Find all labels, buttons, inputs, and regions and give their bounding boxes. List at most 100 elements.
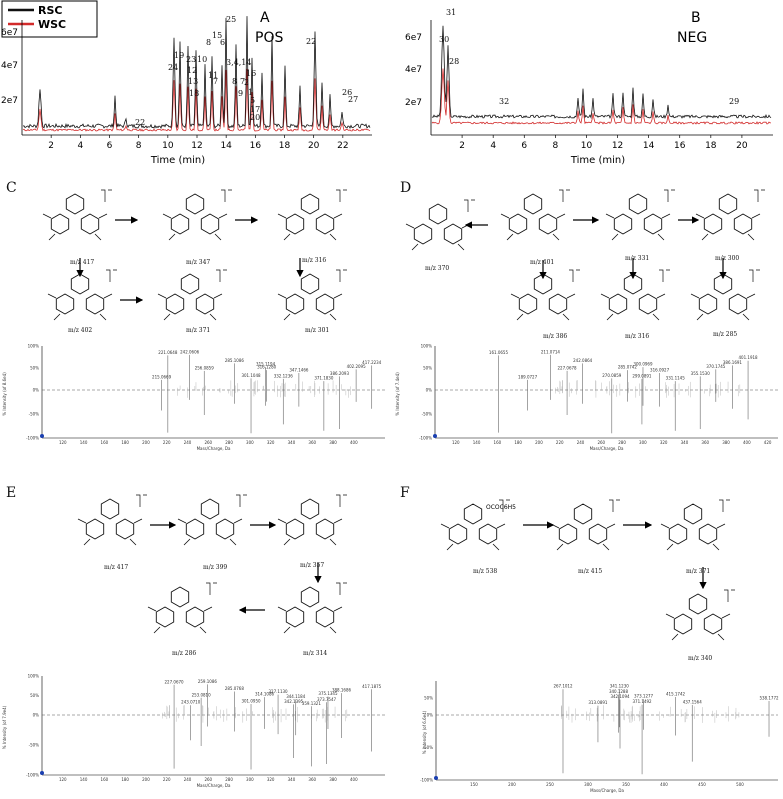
spec-peak-label: 375.1345 (318, 691, 338, 696)
xtick-b-xticks-12: 12 (612, 141, 623, 151)
spec-xtick: 180 (514, 440, 522, 445)
spec-peak-label: 371.1830 (314, 376, 334, 381)
spec-xtick: 200 (142, 777, 150, 782)
xtick-a-xticks-18: 18 (279, 141, 291, 151)
fragmentation-scheme-f: OCOC6H5 m/z 538 m/z 415 m/z 371 m/z 340 (440, 499, 735, 662)
peak-label-b-4: 29 (729, 97, 739, 106)
ion-d-331: m/z 331 (625, 255, 649, 262)
peak-label-a-9: 11 (208, 71, 218, 80)
spec-xtick: 140 (80, 440, 88, 445)
xtick-a-xticks-16: 16 (250, 141, 262, 151)
spec-peak-label: 342.1395 (284, 699, 304, 704)
trace-rsc-neg (431, 25, 772, 120)
peak-label-a-3: 23 (186, 55, 196, 64)
mode-pos: POS (255, 30, 283, 46)
x-label-a: Time (min) (150, 155, 205, 166)
peak-label-a-12: 6 (220, 38, 225, 47)
spec-ytick: 0% (33, 388, 40, 393)
peak-label-a-15: 8 (232, 77, 237, 86)
peak-label-a-5: 13 (188, 77, 198, 86)
spec-ytick: 50% (30, 366, 39, 371)
xtick-b-xticks-18: 18 (705, 141, 717, 151)
x-axis-a: 2 4 6 8 10 12 14 16 18 20 22 (48, 135, 349, 151)
spec-xtick: 260 (597, 440, 605, 445)
spec-ytick: -50% (29, 412, 40, 417)
peak-label-a-18: 16 (246, 69, 256, 78)
spec-ytick: -50% (422, 412, 433, 417)
xtick-a-xticks-4: 4 (77, 141, 83, 151)
spec-peak-label: 300.0969 (633, 362, 653, 367)
spec-xaxis-label: Mass/Charge, Da (590, 446, 624, 451)
spec-ytick: -100% (419, 436, 432, 441)
peak-label-b-3: 32 (499, 97, 509, 106)
trace-rsc-pos (22, 16, 371, 129)
spec-peak-label: 373.1277 (634, 694, 654, 699)
spec-xtick: 380 (329, 777, 337, 782)
spec-peak-label: 415.1742 (666, 692, 686, 697)
xtick-a-xticks-8: 8 (136, 141, 142, 151)
spec-peak-label: 344.1184 (286, 694, 306, 699)
spec-xtick: 340 (288, 440, 296, 445)
ion-c-371: m/z 371 (186, 327, 210, 334)
spec-peak-label: 355.1530 (691, 371, 711, 376)
peak-label-a-14: 3,4,14 (226, 58, 251, 67)
xtick-a-xticks-20: 20 (308, 141, 320, 151)
legend-rsc: RSC (38, 4, 62, 17)
spec-xtick: 260 (204, 777, 212, 782)
ion-f-371: m/z 371 (686, 568, 710, 575)
spec-peak-label: 417.1875 (362, 684, 382, 689)
spec-xtick: 240 (184, 440, 192, 445)
trace-wsc-neg (431, 68, 772, 125)
ytick-a-6e7: 6e7 (1, 28, 18, 38)
spec-ytick: 0% (427, 713, 434, 718)
chromatogram-neg: B NEG 6e7 4e7 2e7 2 4 6 8 10 12 14 16 18 20 Time … (405, 8, 773, 166)
spec-ytick: -100% (26, 773, 39, 778)
spec-yaxis-label: % Intensity (of 6.6e4) (422, 710, 427, 754)
spec-ytick: 50% (30, 693, 39, 698)
spec-xtick: 140 (473, 440, 481, 445)
spec-xtick: 320 (660, 440, 668, 445)
xtick-b-xticks-2: 2 (459, 141, 465, 151)
spec-peak-label: 221.0648 (158, 350, 178, 355)
peak-label-a-10: 7 (213, 77, 218, 86)
panel-letter-e: E (6, 485, 17, 501)
ms-spectrum-c: 100% 50% 0% -50% -100% 120 140 160 180 200 220 240 2… (2, 344, 385, 451)
spec-peak-label: 316.1280 (257, 365, 277, 370)
spec-xtick: 500 (736, 782, 744, 787)
ion-e-314: m/z 314 (303, 650, 327, 657)
ytick-b-4e7: 4e7 (405, 65, 422, 75)
spec-xtick: 300 (639, 440, 647, 445)
spec-peak-label: 189.0727 (518, 374, 538, 379)
panel-letter-f: F (400, 485, 410, 501)
spec-peak-label: 314.1086 (255, 692, 275, 697)
spec-peak-label: 341.1230 (610, 683, 630, 688)
spec-peak-label: 386.1691 (723, 360, 743, 365)
peak-label-a-1: 24 (168, 63, 178, 72)
ion-e-417: m/z 417 (104, 564, 128, 571)
origin-dot (40, 434, 44, 438)
spec-xtick: 240 (577, 440, 585, 445)
spec-peak-label: 285.0742 (618, 365, 638, 370)
ms-spectrum-d: 100% 50% 0% -50% -100% 120 140 160 180 200 220 240 2… (395, 344, 778, 451)
panel-letter-c: C (6, 180, 17, 196)
spec-xtick: 400 (350, 440, 358, 445)
spec-peak-label: 538.1772 (759, 695, 779, 700)
spec-peak-label: 417.2234 (362, 360, 382, 365)
spec-peak-label: 313.0891 (588, 700, 608, 705)
spec-xtick: 340 (681, 440, 689, 445)
spec-peak-label: 259.1086 (198, 679, 218, 684)
spec-peak-label: 267.1012 (553, 684, 573, 689)
ion-c-402: m/z 402 (68, 327, 92, 334)
mode-neg: NEG (677, 30, 707, 46)
peak-label-a-17: 7 (240, 77, 245, 86)
spec-peak-label: 227.0670 (165, 679, 185, 684)
peak-label-a-4: 12 (187, 66, 197, 75)
spec-xtick: 220 (163, 440, 171, 445)
spec-xtick: 120 (452, 440, 460, 445)
substituent-obz: OCOC6H5 (486, 504, 516, 511)
peak-label-a-8: 8 (206, 38, 211, 47)
spec-xaxis-label: Mass/Charge, Da (197, 783, 231, 788)
spec-ytick: 0% (426, 388, 433, 393)
spec-xtick: 220 (556, 440, 564, 445)
